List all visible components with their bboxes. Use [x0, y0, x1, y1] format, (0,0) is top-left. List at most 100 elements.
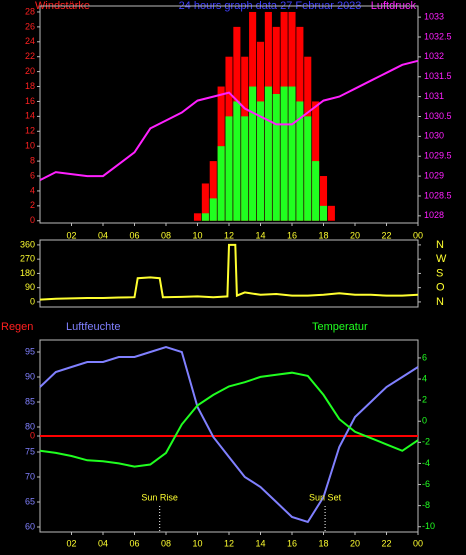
wind-bar [296, 101, 304, 221]
x-tick-label: 22 [381, 230, 391, 240]
wind-bar [272, 93, 280, 221]
y-tick-label: 12 [25, 126, 35, 136]
y-tick-label: 28 [25, 6, 35, 16]
annotation: Sun Rise [141, 492, 178, 502]
y-tick-label: 6 [422, 352, 427, 362]
y-tick-label: 1032 [424, 51, 444, 61]
wind-bar [193, 213, 202, 221]
y-tick-label: -10 [422, 521, 435, 531]
y-tick-label: 65 [25, 496, 35, 506]
wind-bar [280, 86, 288, 221]
y-tick-label: N [436, 239, 444, 251]
x-tick-label: 04 [98, 538, 108, 548]
wind-bar [225, 116, 233, 221]
y-tick-label: 1029.5 [424, 151, 452, 161]
y-tick-label: 1028.5 [424, 190, 452, 200]
y-tick-label: 90 [25, 371, 35, 381]
x-tick-label: 16 [287, 230, 297, 240]
y-tick-label: 4 [422, 373, 427, 383]
x-tick-label: 18 [318, 538, 328, 548]
y-tick-label: 6 [30, 170, 35, 180]
y-tick-label: 1030.5 [424, 111, 452, 121]
humidity-label: Luftfeuchte [66, 321, 120, 333]
x-tick-label: 10 [192, 538, 202, 548]
x-tick-label: 12 [224, 538, 234, 548]
y-tick-label: 8 [30, 155, 35, 165]
y-tick-label: 1030 [424, 131, 444, 141]
y-tick-label: 14 [25, 111, 35, 121]
y-tick-label: -2 [422, 437, 430, 447]
annotation: Sun Set [309, 492, 342, 502]
y-tick-label: 0 [30, 215, 35, 225]
wind-bar [288, 86, 296, 221]
y-tick-label: 2 [30, 200, 35, 210]
y-tick-label: 70 [25, 471, 35, 481]
y-tick-label: 16 [25, 96, 35, 106]
wind-bar [201, 213, 209, 221]
wind-bar [312, 161, 320, 221]
y-tick-label: 26 [25, 21, 35, 31]
x-tick-label: 06 [129, 230, 139, 240]
x-tick-label: 20 [350, 230, 360, 240]
y-tick-label: 1033 [424, 12, 444, 22]
y-tick-label: O [436, 282, 445, 294]
wind-bar [304, 116, 312, 221]
x-tick-label: 08 [161, 538, 171, 548]
x-tick-label: 04 [98, 230, 108, 240]
wind-bar [233, 101, 241, 221]
rain-label: Regen [1, 321, 33, 333]
y-tick-label: -6 [422, 479, 430, 489]
x-tick-label: 22 [381, 538, 391, 548]
y-tick-label: N [436, 296, 444, 308]
wind-bar [256, 101, 265, 221]
y-tick-label: 1032.5 [424, 31, 452, 41]
x-tick-label: 20 [350, 538, 360, 548]
x-tick-label: 02 [66, 230, 76, 240]
x-tick-label: 14 [255, 538, 265, 548]
y-tick-label: -8 [422, 500, 430, 510]
y-tick-label: 180 [20, 268, 35, 278]
y-tick-label: 0 [422, 416, 427, 426]
y-tick-label: 1029 [424, 170, 444, 180]
x-tick-label: 00 [413, 230, 423, 240]
x-tick-label: 12 [224, 230, 234, 240]
wind-bar [209, 161, 217, 221]
wind-bar [217, 146, 225, 221]
y-tick-label: 4 [30, 185, 35, 195]
y-tick-label: W [436, 253, 447, 265]
wind-bar [201, 183, 209, 221]
y-tick-label: 95 [25, 346, 35, 356]
y-tick-label: 20 [25, 66, 35, 76]
y-tick-label: 22 [25, 51, 35, 61]
y-tick-label: 75 [25, 446, 35, 456]
y-tick-label: 0 [30, 296, 35, 306]
x-tick-label: 00 [413, 538, 423, 548]
temperature-label: Temperatur [312, 321, 368, 333]
wind-bar [209, 198, 217, 221]
data-line [39, 371, 419, 468]
data-line [39, 345, 419, 524]
y-tick-label: 270 [20, 254, 35, 264]
y-tick-label: 60 [25, 521, 35, 531]
y-tick-label: 85 [25, 396, 35, 406]
y-tick-label: 1028 [424, 210, 444, 220]
y-tick-label: 18 [25, 81, 35, 91]
y-tick-label: 90 [25, 282, 35, 292]
data-line [39, 243, 419, 301]
wind-bar [319, 205, 328, 221]
y-tick-label: -4 [422, 458, 430, 468]
x-tick-label: 06 [129, 538, 139, 548]
y-tick-label: 360 [20, 239, 35, 249]
x-tick-label: 18 [318, 230, 328, 240]
wind-bar [249, 86, 257, 221]
y-tick-label: 0 [30, 430, 35, 440]
wind-bar [327, 205, 335, 221]
y-tick-label: 80 [25, 421, 35, 431]
x-tick-label: 16 [287, 538, 297, 548]
x-tick-label: 10 [192, 230, 202, 240]
y-tick-label: 1031 [424, 91, 444, 101]
y-tick-label: 24 [25, 36, 35, 46]
x-tick-label: 08 [161, 230, 171, 240]
